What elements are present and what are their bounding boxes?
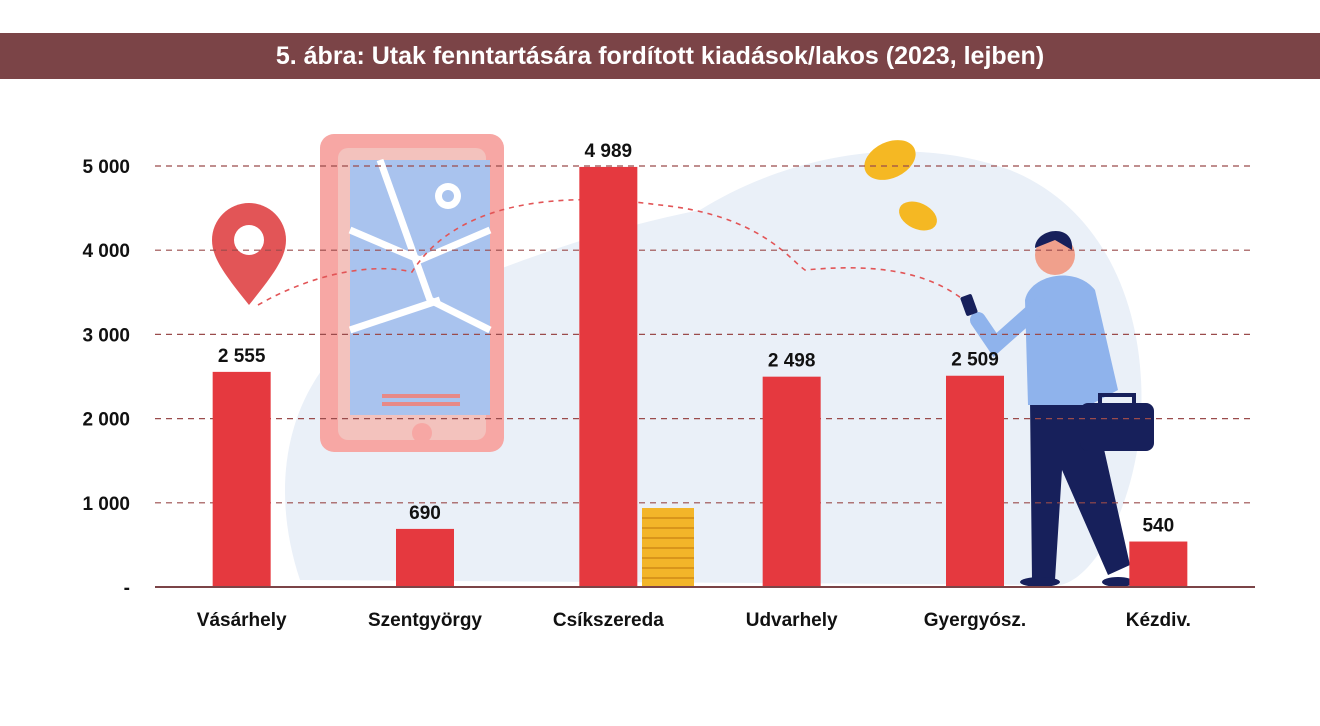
location-pin-icon [212, 203, 286, 305]
bar [762, 376, 821, 587]
bar [579, 166, 638, 587]
value-labels: 2 555 690 4 989 2 498 2 509 540 [218, 141, 1174, 537]
route-dashed-path [257, 198, 976, 311]
y-tick-label: 5 000 [82, 157, 130, 178]
bar [946, 375, 1004, 587]
bar [396, 528, 454, 587]
chart-title: 5. ábra: Utak fenntartására fordított ki… [275, 41, 1045, 70]
y-tick-label: 2 000 [82, 410, 130, 431]
x-axis-labels: Vásárhely Szentgyörgy Csíkszereda Udvarhely… [197, 610, 1191, 631]
chart-title-bar: 5. ábra: Utak fenntartására fordított ki… [0, 33, 1320, 79]
y-tick-label: 1 000 [82, 494, 130, 515]
data-label: 690 [409, 503, 441, 524]
data-label: 2 509 [951, 350, 999, 371]
x-tick-label: Gyergyósz. [924, 610, 1026, 631]
data-label: 540 [1142, 516, 1174, 537]
x-tick-label: Kézdiv. [1126, 610, 1191, 631]
x-tick-label: Vásárhely [197, 610, 287, 631]
bar [212, 371, 271, 587]
coin-icon [864, 140, 937, 231]
businessman-icon [960, 230, 1154, 587]
x-tick-label: Csíkszereda [553, 610, 664, 631]
smartphone-map-icon [320, 134, 504, 452]
background-illustration [212, 134, 1154, 588]
bars [212, 166, 1188, 587]
data-label: 4 989 [585, 141, 633, 162]
x-tick-label: Szentgyörgy [368, 610, 482, 631]
y-tick-label: 3 000 [82, 325, 130, 346]
y-tick-label: 4 000 [82, 241, 130, 262]
y-axis-ticks: - 1 000 2 000 3 000 4 000 5 000 [82, 157, 130, 599]
x-tick-label: Udvarhely [746, 610, 838, 631]
gridlines [155, 165, 1255, 504]
data-label: 2 555 [218, 346, 266, 367]
y-tick-label: - [124, 578, 130, 599]
background-blob [285, 151, 1142, 585]
coin-stack-icon [642, 508, 694, 588]
data-label: 2 498 [768, 351, 816, 372]
bar [1129, 541, 1188, 587]
